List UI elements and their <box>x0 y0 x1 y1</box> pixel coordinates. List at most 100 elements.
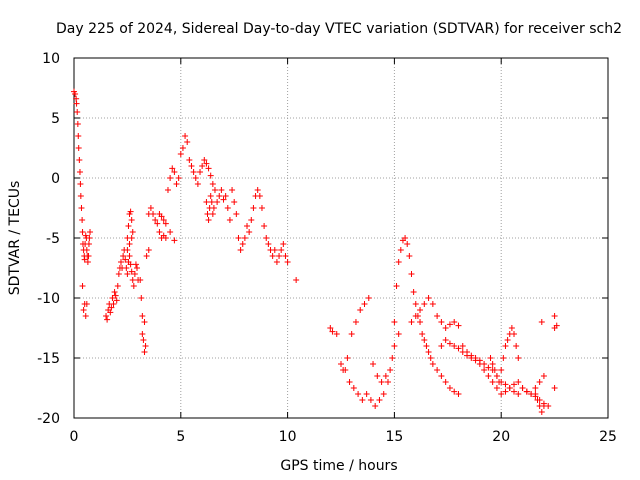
data-point <box>278 247 285 253</box>
data-point <box>408 319 415 325</box>
data-point <box>117 259 124 265</box>
y-tick-label: -15 <box>37 351 60 367</box>
data-point <box>77 193 84 199</box>
x-axis-ticks: 0 5 10 15 20 25 <box>70 58 617 445</box>
data-point <box>350 385 357 391</box>
data-point <box>137 277 144 283</box>
data-point <box>395 259 402 265</box>
data-point <box>269 253 276 259</box>
data-point <box>538 319 545 325</box>
data-point <box>126 253 133 259</box>
data-point <box>209 181 216 187</box>
data-point <box>177 151 184 157</box>
data-point <box>107 309 114 316</box>
data-point <box>154 220 161 227</box>
data-point <box>131 271 138 277</box>
data-point <box>540 403 547 409</box>
data-point <box>143 253 150 259</box>
data-point <box>502 388 509 395</box>
data-point <box>125 223 132 229</box>
data-point <box>417 319 424 325</box>
data-point <box>205 217 212 223</box>
data-point <box>74 121 81 127</box>
y-tick-label: -20 <box>37 411 60 427</box>
data-point <box>459 343 466 349</box>
data-point <box>73 100 80 107</box>
data-point <box>130 283 137 289</box>
data-point <box>485 373 492 379</box>
data-point <box>489 361 496 367</box>
data-point <box>395 331 402 337</box>
data-point <box>128 268 135 275</box>
data-point <box>120 253 127 259</box>
data-point <box>464 352 471 359</box>
data-point <box>188 163 195 169</box>
data-point <box>540 373 547 379</box>
data-point <box>85 241 92 247</box>
data-point <box>515 355 522 361</box>
data-point <box>346 379 353 385</box>
data-point <box>363 391 370 397</box>
data-point <box>87 229 94 235</box>
data-point <box>205 165 212 172</box>
data-point <box>233 211 240 217</box>
data-point <box>129 229 136 235</box>
data-point <box>218 187 225 193</box>
data-point <box>372 403 379 409</box>
data-point <box>406 253 413 259</box>
data-point <box>128 235 135 241</box>
data-point <box>182 133 189 139</box>
data-point <box>112 292 119 299</box>
data-point <box>489 379 496 385</box>
data-point <box>79 229 86 235</box>
data-point <box>207 172 214 179</box>
data-point <box>222 193 229 199</box>
data-point <box>391 343 398 349</box>
data-point <box>472 357 479 364</box>
data-point <box>229 187 236 193</box>
data-point <box>190 169 197 175</box>
data-point <box>254 187 261 193</box>
data-point <box>438 373 445 379</box>
data-point <box>459 349 466 355</box>
y-axis-label: SDTVAR / TECUs <box>7 181 23 296</box>
data-point <box>421 301 428 307</box>
data-point <box>352 319 359 325</box>
data-point <box>239 241 246 247</box>
data-point <box>451 388 458 395</box>
data-point <box>104 316 111 323</box>
data-point <box>209 211 216 217</box>
data-point <box>455 345 462 352</box>
data-point <box>82 313 89 319</box>
data-point <box>109 295 116 301</box>
data-point <box>508 325 515 331</box>
data-point <box>273 259 280 265</box>
data-point <box>173 181 180 187</box>
data-point <box>113 297 120 304</box>
data-point <box>128 217 135 223</box>
data-point <box>129 277 136 283</box>
data-point <box>500 355 507 361</box>
data-point <box>498 391 505 397</box>
data-point <box>220 196 227 203</box>
data-point <box>162 220 169 227</box>
data-point <box>167 229 174 235</box>
data-point <box>515 379 522 385</box>
data-point <box>340 367 347 373</box>
data-point <box>210 205 217 211</box>
data-point <box>519 385 526 391</box>
grid-lines <box>74 58 608 418</box>
data-point <box>393 283 400 289</box>
data-point <box>74 109 81 115</box>
data-point <box>359 397 366 403</box>
data-point <box>493 385 500 391</box>
data-point <box>108 304 115 311</box>
data-point <box>224 205 231 211</box>
data-point <box>357 307 364 313</box>
data-point <box>158 213 165 220</box>
data-point <box>85 253 92 259</box>
data-point <box>355 391 362 397</box>
data-point <box>438 319 445 325</box>
data-point <box>553 322 560 329</box>
data-point <box>147 205 154 211</box>
